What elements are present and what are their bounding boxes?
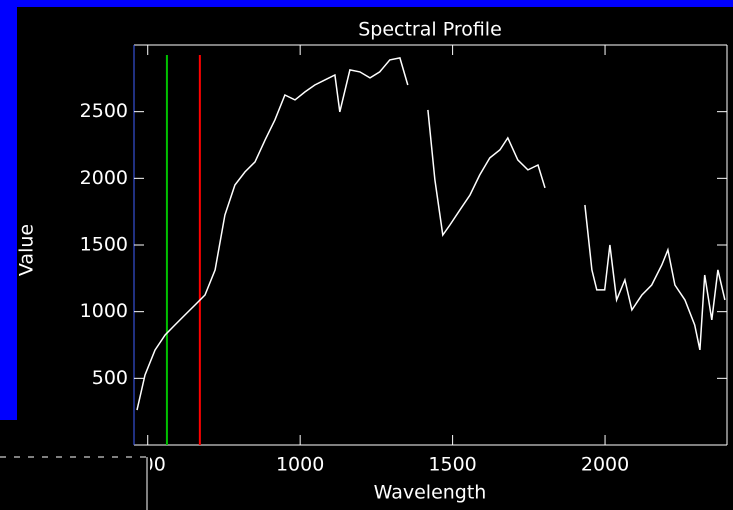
x-tick-label: 1000: [276, 454, 324, 476]
spectrum-line: [136, 57, 726, 411]
x-tick-label: 1500: [428, 454, 476, 476]
window-frame-top: [0, 0, 733, 7]
window-body: [0, 448, 150, 510]
y-tick-label: 500: [92, 367, 128, 389]
window-frame-left: [0, 0, 17, 420]
y-tick-label: 1500: [80, 234, 128, 256]
overlapping-window: [0, 448, 150, 510]
y-tick-label: 2000: [80, 167, 128, 189]
y-tick-label: 1000: [80, 300, 128, 322]
y-tick-label: 2500: [80, 100, 128, 122]
plot-area: 5001000150020002500500100015002000: [80, 44, 728, 476]
y-axis-label: Value: [16, 224, 38, 276]
chart-title: Spectral Profile: [358, 19, 502, 41]
x-axis-label: Wavelength: [374, 482, 487, 504]
x-tick-label: 2000: [581, 454, 629, 476]
